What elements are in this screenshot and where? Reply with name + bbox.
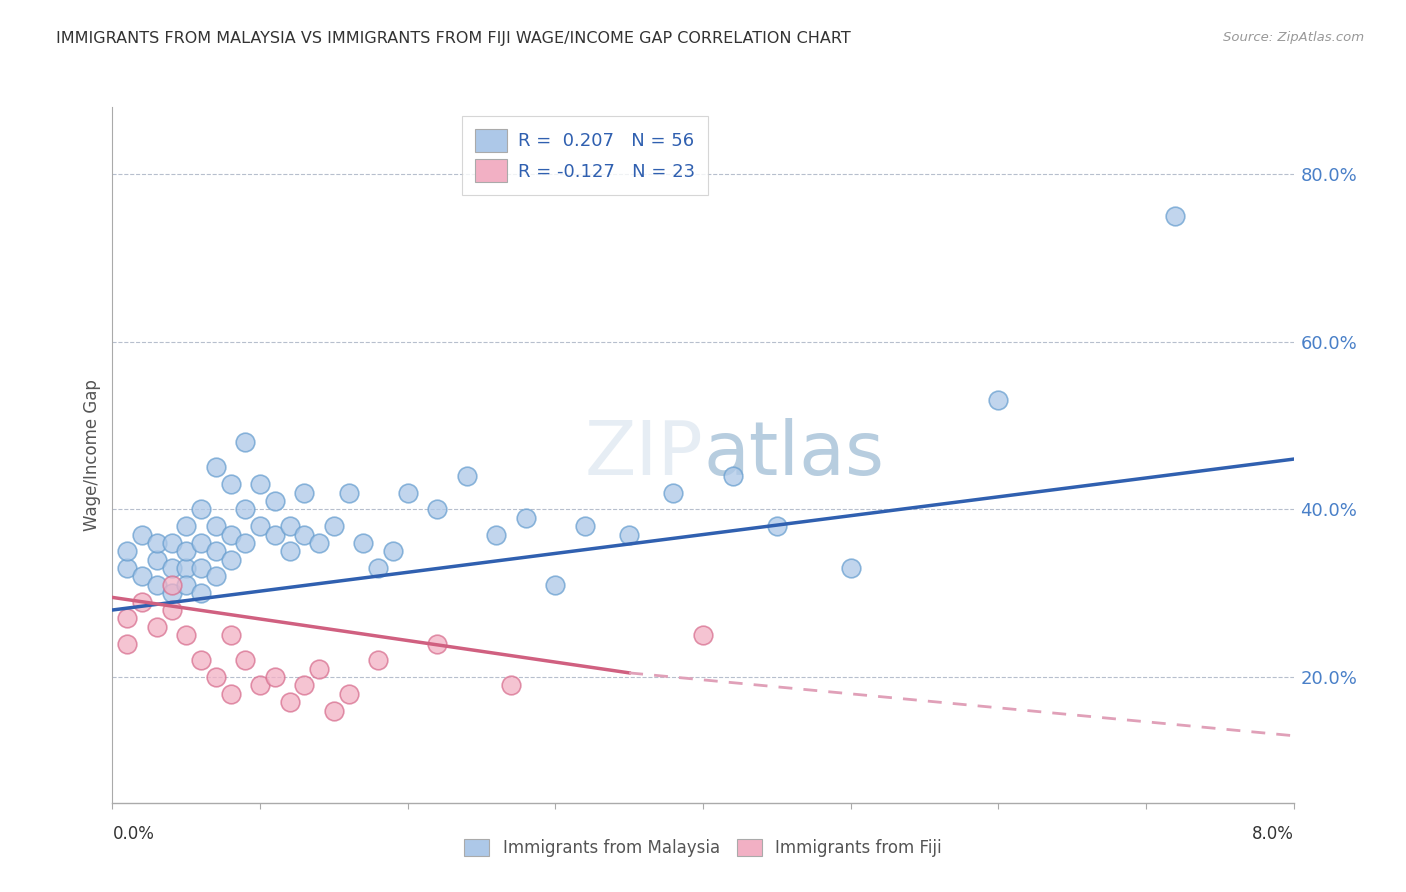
Point — [174, 578, 197, 592]
Point — [219, 628, 242, 642]
Point — [190, 536, 212, 550]
Text: 8.0%: 8.0% — [1251, 825, 1294, 843]
Point — [662, 485, 685, 500]
Point — [278, 695, 301, 709]
Point — [264, 670, 287, 684]
Point — [233, 536, 256, 550]
Point — [233, 653, 256, 667]
Point — [323, 704, 346, 718]
Point — [308, 536, 330, 550]
Point — [190, 561, 212, 575]
Point — [426, 636, 449, 650]
Point — [292, 485, 315, 500]
Point — [205, 519, 228, 533]
Point — [292, 527, 315, 541]
Point — [160, 561, 183, 575]
Point — [117, 611, 138, 625]
Point — [146, 536, 169, 550]
Point — [117, 544, 138, 558]
Point — [839, 561, 862, 575]
Point — [146, 620, 169, 634]
Point — [456, 468, 478, 483]
Point — [117, 561, 138, 575]
Point — [619, 527, 641, 541]
Point — [205, 544, 228, 558]
Point — [721, 468, 744, 483]
Text: 0.0%: 0.0% — [112, 825, 155, 843]
Point — [205, 670, 228, 684]
Point — [174, 519, 197, 533]
Point — [131, 594, 153, 608]
Point — [278, 544, 301, 558]
Point — [146, 578, 169, 592]
Point — [382, 544, 405, 558]
Point — [574, 519, 596, 533]
Point — [249, 678, 271, 692]
Point — [160, 586, 183, 600]
Point — [190, 586, 212, 600]
Text: IMMIGRANTS FROM MALAYSIA VS IMMIGRANTS FROM FIJI WAGE/INCOME GAP CORRELATION CHA: IMMIGRANTS FROM MALAYSIA VS IMMIGRANTS F… — [56, 31, 851, 46]
Point — [485, 527, 508, 541]
Point — [426, 502, 449, 516]
Point — [117, 636, 138, 650]
Point — [190, 502, 212, 516]
Point — [337, 687, 360, 701]
Point — [219, 527, 242, 541]
Point — [692, 628, 714, 642]
Legend: Immigrants from Malaysia, Immigrants from Fiji: Immigrants from Malaysia, Immigrants fro… — [456, 831, 950, 866]
Point — [264, 527, 287, 541]
Point — [131, 527, 153, 541]
Point — [233, 502, 256, 516]
Point — [249, 519, 271, 533]
Point — [367, 561, 389, 575]
Point — [249, 477, 271, 491]
Point — [219, 477, 242, 491]
Point — [205, 460, 228, 475]
Point — [1164, 209, 1187, 223]
Point — [352, 536, 374, 550]
Point — [190, 653, 212, 667]
Point — [987, 393, 1010, 408]
Point — [264, 494, 287, 508]
Point — [160, 603, 183, 617]
Point — [323, 519, 346, 533]
Point — [131, 569, 153, 583]
Legend: R =  0.207   N = 56, R = -0.127   N = 23: R = 0.207 N = 56, R = -0.127 N = 23 — [463, 116, 707, 195]
Point — [544, 578, 567, 592]
Point — [160, 578, 183, 592]
Point — [367, 653, 389, 667]
Point — [219, 552, 242, 566]
Y-axis label: Wage/Income Gap: Wage/Income Gap — [83, 379, 101, 531]
Point — [292, 678, 315, 692]
Point — [146, 552, 169, 566]
Point — [233, 435, 256, 450]
Text: Source: ZipAtlas.com: Source: ZipAtlas.com — [1223, 31, 1364, 45]
Point — [160, 536, 183, 550]
Point — [515, 510, 537, 524]
Point — [308, 662, 330, 676]
Point — [278, 519, 301, 533]
Point — [501, 678, 523, 692]
Text: ZIP: ZIP — [585, 418, 703, 491]
Point — [174, 628, 197, 642]
Point — [765, 519, 787, 533]
Point — [337, 485, 360, 500]
Point — [396, 485, 419, 500]
Point — [174, 544, 197, 558]
Point — [219, 687, 242, 701]
Point — [205, 569, 228, 583]
Point — [174, 561, 197, 575]
Text: atlas: atlas — [703, 418, 884, 491]
